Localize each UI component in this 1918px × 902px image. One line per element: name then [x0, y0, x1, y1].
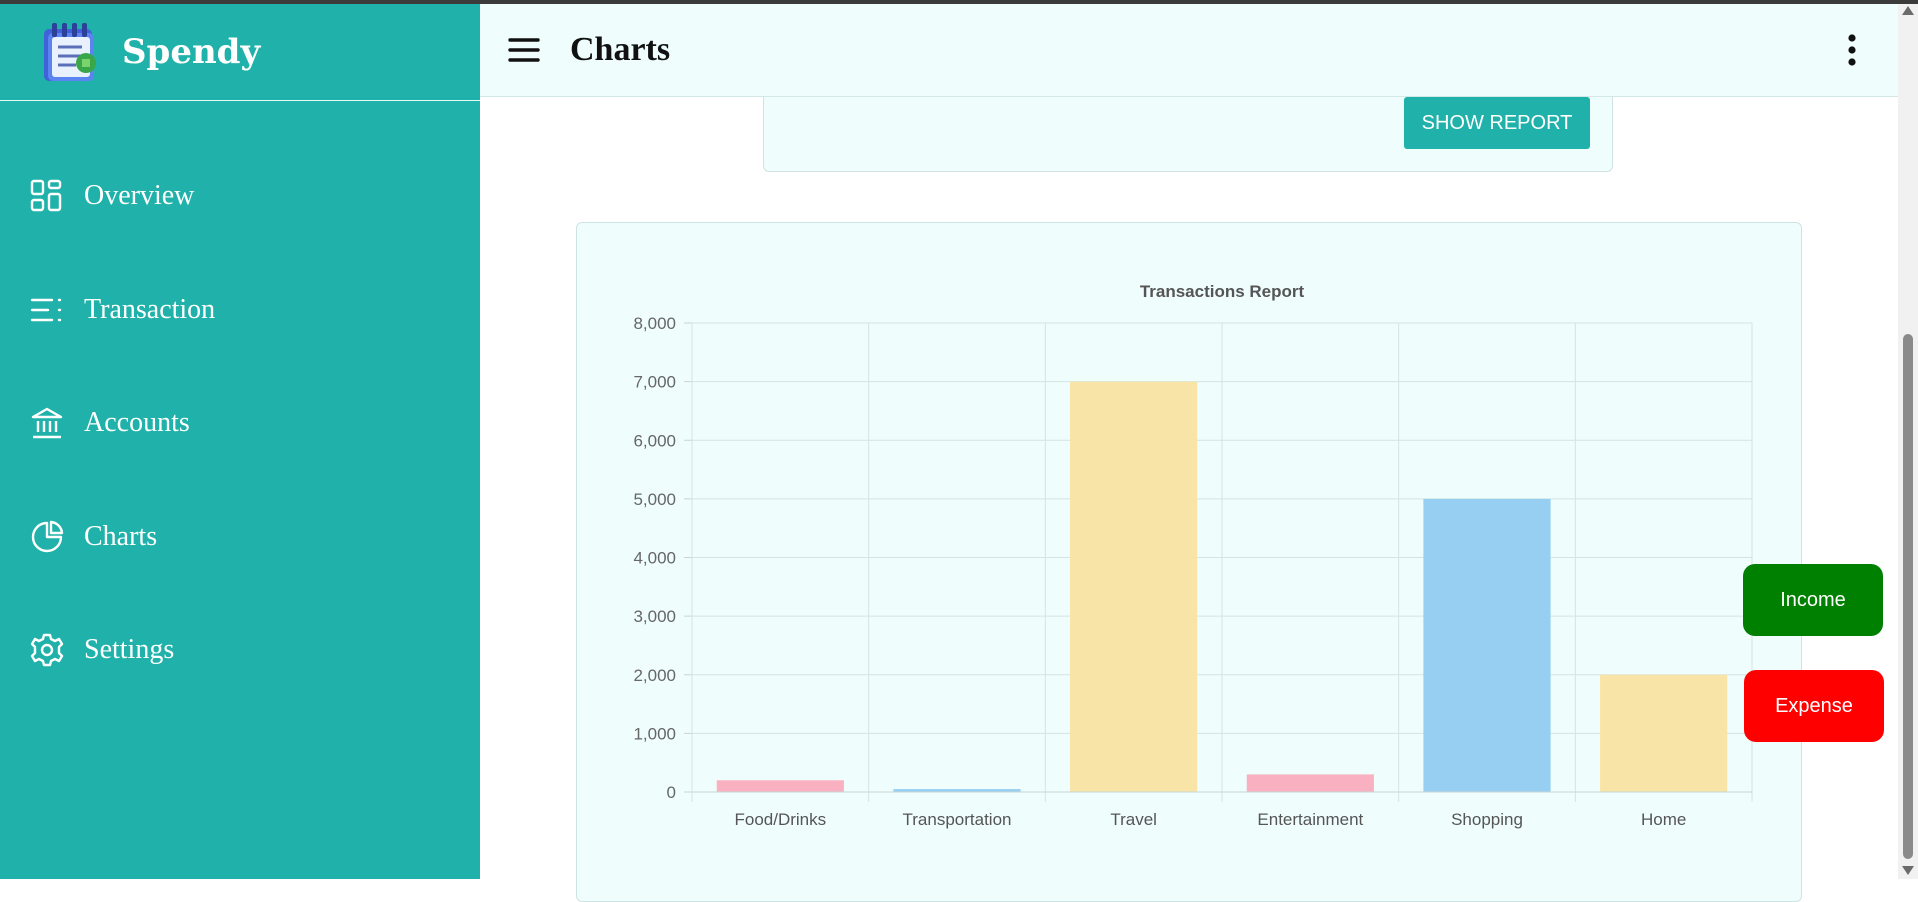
sidebar-item-transaction[interactable]: Transaction: [30, 293, 215, 327]
bar-entertainment: [1246, 774, 1374, 792]
pie-chart-icon: [31, 520, 64, 553]
sidebar-item-charts[interactable]: Charts: [30, 520, 157, 554]
bar-shopping: [1423, 498, 1551, 792]
bar-home: [1600, 674, 1728, 792]
show-report-button[interactable]: SHOW REPORT: [1404, 97, 1590, 149]
y-tick-label: 5,000: [633, 490, 676, 509]
y-tick-label: 6,000: [633, 431, 676, 450]
sidebar-item-label: Transaction: [84, 294, 216, 325]
bank-icon: [31, 407, 63, 439]
sidebar-item-settings[interactable]: Settings: [30, 633, 174, 667]
page-title: Charts: [570, 31, 671, 68]
y-tick-label: 7,000: [633, 373, 676, 392]
x-tick-label: Entertainment: [1257, 810, 1363, 829]
scroll-down-arrow-icon[interactable]: [1902, 866, 1914, 875]
sidebar-item-overview[interactable]: Overview: [30, 179, 194, 213]
y-tick-label: 0: [667, 783, 676, 802]
bar-food-drinks: [716, 780, 844, 792]
sidebar-item-label: Accounts: [84, 407, 190, 438]
app-name: Spendy: [122, 32, 261, 72]
grid-icon: [30, 179, 62, 212]
sidebar-item-label: Overview: [84, 180, 195, 211]
more-vert-icon[interactable]: [1842, 30, 1862, 70]
sidebar-item-label: Settings: [84, 634, 175, 665]
sidebar: Spendy Overview Transaction: [0, 4, 480, 879]
hamburger-menu-icon[interactable]: [504, 30, 544, 70]
chart-card: Transactions Report 0 1,000 2,000 3,000 4,000…: [576, 222, 1802, 902]
y-tick-label: 8,000: [633, 314, 676, 333]
y-tick-label: 2,000: [633, 666, 676, 685]
vertical-scrollbar[interactable]: [1898, 4, 1918, 879]
transactions-bar-chart: Transactions Report 0 1,000 2,000 3,000 4,000…: [633, 282, 1753, 829]
sidebar-item-label: Charts: [84, 521, 158, 552]
top-app-bar: Charts: [480, 4, 1898, 97]
y-tick-label: 4,000: [633, 549, 676, 568]
expense-button[interactable]: Expense: [1744, 670, 1884, 742]
brand[interactable]: Spendy: [0, 4, 480, 101]
sidebar-item-accounts[interactable]: Accounts: [30, 406, 190, 440]
scroll-up-arrow-icon[interactable]: [1902, 6, 1914, 15]
y-tick-label: 1,000: [633, 724, 676, 743]
bar-transportation: [893, 789, 1021, 792]
scroll-thumb[interactable]: [1903, 334, 1913, 859]
window-top-edge: [0, 0, 1918, 4]
x-tick-label: Food/Drinks: [735, 810, 827, 829]
income-button[interactable]: Income: [1743, 564, 1883, 636]
bar-travel: [1070, 381, 1198, 792]
y-tick-label: 3,000: [633, 607, 676, 626]
x-tick-label: Travel: [1110, 810, 1157, 829]
x-tick-label: Transportation: [903, 810, 1012, 829]
chart-title: Transactions Report: [1140, 282, 1305, 301]
notebook-logo-icon: [44, 23, 96, 81]
list-icon: [30, 298, 62, 322]
x-tick-label: Shopping: [1451, 810, 1523, 829]
x-tick-label: Home: [1641, 810, 1686, 829]
gear-icon: [30, 633, 64, 667]
